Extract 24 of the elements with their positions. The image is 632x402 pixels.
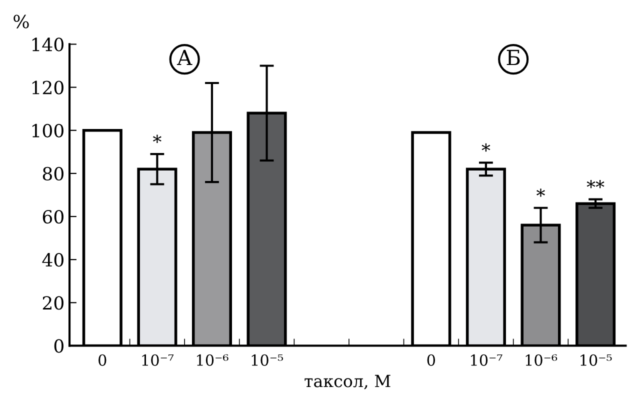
data-label: * — [482, 143, 490, 152]
data-label: * — [152, 134, 162, 143]
y-tick-label: 20 — [42, 296, 64, 310]
x-tick-label: 10⁻⁵ — [252, 354, 284, 366]
x-tick-label: 10⁻⁷ — [142, 354, 174, 366]
x-tick-label: 10⁻⁶ — [526, 354, 558, 366]
data-label: * — [536, 188, 545, 197]
x-tick-label: 10⁻⁵ — [580, 354, 612, 366]
x-tick-label: 10⁻⁷ — [471, 354, 502, 366]
x-axis-title: таксол, М — [304, 374, 390, 390]
annotation: Б — [506, 50, 520, 66]
y-tick-label: 120 — [32, 80, 64, 94]
x-tick-label: 10⁻⁶ — [197, 354, 228, 366]
annotation: А — [176, 50, 192, 66]
y-tick-label: 0 — [54, 339, 64, 353]
y-tick-label: 40 — [42, 253, 64, 267]
y-tick-label: 80 — [42, 166, 64, 181]
y-tick-label: 100 — [32, 124, 64, 138]
y-tick-label: 140 — [32, 38, 64, 52]
data-label: ** — [586, 180, 604, 188]
x-tick-label: 0 — [427, 354, 436, 366]
x-tick-label: 0 — [98, 354, 106, 366]
y-tick-label: 60 — [42, 210, 64, 224]
y-axis-title: % — [14, 14, 29, 28]
